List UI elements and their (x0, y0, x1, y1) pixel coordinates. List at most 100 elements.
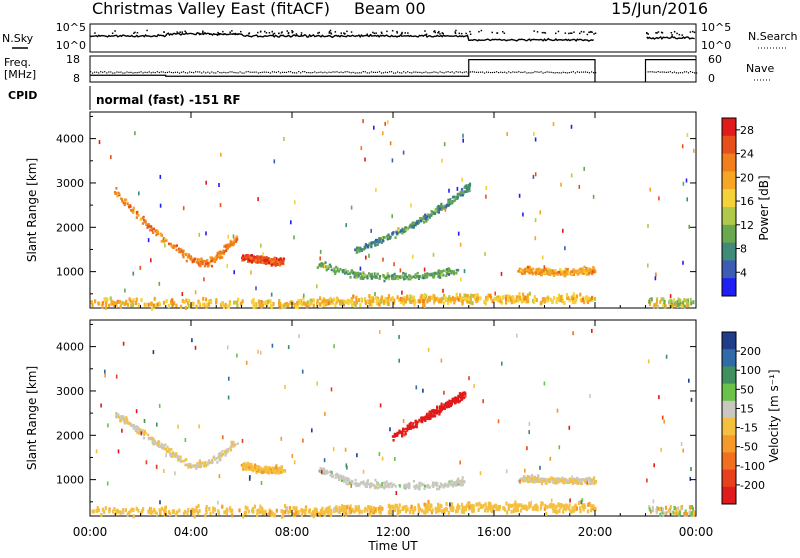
velocity-speckle (586, 480, 588, 485)
nave-point (180, 71, 183, 73)
nave-point (148, 71, 150, 73)
velocity-point-late (675, 507, 678, 511)
nsearch-point (670, 32, 673, 34)
velocity-point (199, 461, 202, 465)
power-speckle (283, 137, 285, 141)
power-point (520, 298, 523, 303)
velocity-point (542, 479, 546, 483)
power-point (398, 275, 401, 278)
velocity-speckle (346, 465, 348, 470)
power-point (150, 227, 153, 230)
nave-point (679, 72, 681, 74)
power-point-late (653, 303, 656, 308)
power-speckle (578, 184, 581, 189)
power-point (271, 260, 274, 264)
nave-point (318, 71, 320, 73)
velocity-point (378, 486, 381, 489)
nsearch-point (179, 31, 181, 33)
power-point (422, 217, 425, 221)
nsearch-point (222, 30, 224, 33)
power-point (524, 267, 527, 271)
power-point (352, 271, 355, 275)
velocity-speckle (440, 358, 443, 363)
power-point (406, 275, 409, 279)
velocity-point (426, 505, 429, 510)
cpid-text: normal (fast) -151 RF (96, 93, 241, 107)
velocity-point (393, 483, 396, 486)
velocity-speckle (516, 333, 518, 338)
nave-point (288, 71, 290, 73)
power-point (476, 293, 479, 298)
nave-point (96, 71, 98, 73)
nave-point (649, 71, 651, 73)
power-point (578, 272, 581, 275)
power-point (269, 261, 272, 265)
power-point (217, 251, 220, 255)
power-speckle (138, 191, 140, 196)
power-ytick-label: 3000 (56, 177, 84, 190)
nave-point (393, 72, 395, 74)
power-point (275, 260, 278, 264)
velocity-point (423, 487, 426, 490)
velocity-point (418, 482, 421, 485)
velocity-point-late (655, 508, 658, 513)
power-point (455, 292, 458, 297)
power-point (357, 298, 361, 303)
nave-point (342, 72, 344, 74)
power-point (588, 270, 591, 274)
nsearch-point (655, 32, 657, 34)
power-point-late (664, 304, 667, 309)
velocity-point (401, 431, 404, 434)
power-point (459, 191, 462, 194)
velocity-point (551, 503, 554, 508)
velocity-speckle (135, 409, 138, 414)
velocity-speckle (549, 456, 552, 461)
velocity-point (367, 482, 370, 486)
velocity-point (341, 477, 344, 480)
power-point (265, 258, 268, 262)
power-colorbar-segment (722, 260, 736, 279)
nsearch-point (94, 32, 96, 34)
power-point (189, 257, 192, 261)
velocity-point (242, 464, 246, 468)
power-speckle (534, 172, 537, 177)
velocity-point (461, 478, 464, 482)
power-point (382, 274, 386, 278)
nave-point (227, 72, 229, 74)
power-point (266, 300, 269, 305)
velocity-point (484, 502, 487, 507)
velocity-point (218, 456, 221, 459)
velocity-point (459, 483, 462, 487)
nave-point (292, 72, 294, 74)
power-point-late (677, 297, 680, 302)
velocity-speckle (589, 393, 591, 398)
power-point (150, 302, 153, 307)
power-point (547, 271, 550, 275)
power-point (378, 277, 381, 280)
velocity-speckle (497, 419, 500, 424)
velocity-point (132, 508, 135, 512)
power-point (486, 297, 489, 302)
velocity-point (555, 504, 558, 509)
power-point (226, 244, 229, 247)
power-point (269, 303, 273, 308)
power-speckle (583, 166, 585, 171)
nave-point (235, 72, 237, 74)
power-point (533, 295, 536, 300)
velocity-point (381, 485, 384, 489)
power-speckle (182, 206, 185, 211)
power-speckle (552, 122, 555, 127)
power-point (355, 249, 358, 252)
velocity-speckle (145, 460, 148, 465)
power-point (386, 272, 389, 275)
velocity-point (401, 427, 405, 431)
power-speckle (649, 187, 651, 192)
velocity-point-late (667, 508, 670, 513)
power-point (423, 221, 426, 224)
velocity-point (577, 501, 580, 505)
power-point (558, 298, 561, 303)
velocity-point (571, 509, 574, 513)
power-speckle (532, 174, 535, 179)
power-point (232, 240, 235, 243)
velocity-point (274, 470, 278, 474)
